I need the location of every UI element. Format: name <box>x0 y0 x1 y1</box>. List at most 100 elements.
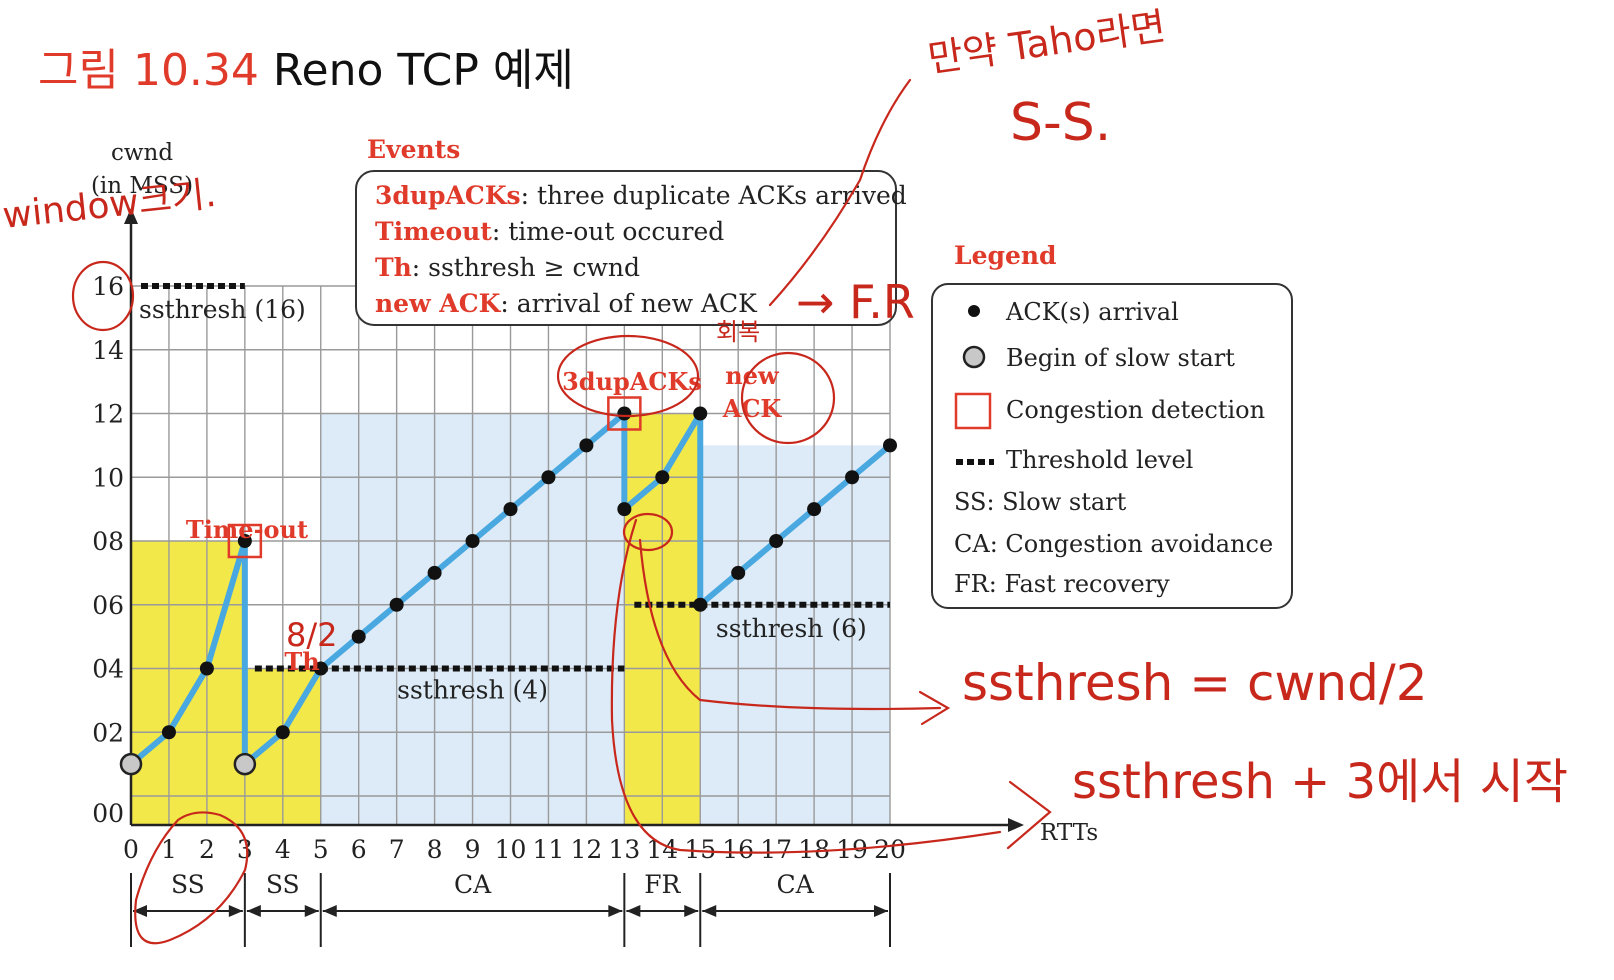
y-tick-labels: 00 02 04 06 08 10 12 14 16 <box>92 272 124 828</box>
x-tick-11: 11 <box>533 835 565 864</box>
ack-point-15 <box>693 406 708 421</box>
region-ss-0 <box>131 541 245 825</box>
circle-new-ack <box>740 351 836 445</box>
x-tick-12: 12 <box>570 835 602 864</box>
phase-arrow-right-3 <box>684 905 699 917</box>
phase-arrow-left-1 <box>246 905 261 917</box>
phase-arrow-left-2 <box>322 905 337 917</box>
note-ss: S-S. <box>1010 93 1111 153</box>
event-term-1: Timeout <box>375 217 492 246</box>
y-axis-label: cwnd <box>111 140 173 166</box>
phase-label-3: FR <box>644 870 681 899</box>
phase-arrow-left-0 <box>133 905 147 917</box>
phase-label-0: SS <box>171 870 205 899</box>
congestion-marker-0 <box>227 523 263 559</box>
legend-frame <box>931 283 1293 609</box>
event-desc-1: : time-out occured <box>492 217 724 246</box>
y-tick-16: 16 <box>92 272 124 301</box>
legend-congestion-square <box>954 392 992 430</box>
event-desc-3: : arrival of new ACK <box>500 289 758 318</box>
events-frame <box>355 170 897 326</box>
x-tick-3: 3 <box>237 835 253 864</box>
x-tick-16: 16 <box>722 835 754 864</box>
event-term-0: 3dupACKs <box>375 181 521 210</box>
ack-point-21 <box>883 438 897 453</box>
figure-number: 그림 10.34 <box>38 45 259 96</box>
x-tick-20: 20 <box>874 835 906 864</box>
ack-point-19 <box>807 502 822 517</box>
x-tick-10: 10 <box>495 835 527 864</box>
x-tick-13: 13 <box>608 835 640 864</box>
events-list: 3dupACKs: three duplicate ACKs arrived Ti… <box>375 181 907 318</box>
y-tick-08: 08 <box>92 527 124 556</box>
phase-arrow-right-4 <box>874 905 888 917</box>
ack-point-14 <box>655 470 670 485</box>
legend-slowstart-dot <box>962 345 986 369</box>
y-tick-02: 02 <box>92 718 124 747</box>
legend-item-fr: FR: Fast recovery <box>954 570 1170 598</box>
event-desc-2: : ssthresh ≥ cwnd <box>412 253 640 282</box>
ack-point-11 <box>579 438 594 453</box>
event-item-1: Timeout: time-out occured <box>375 217 724 246</box>
ack-point-6 <box>389 597 404 612</box>
x-tick-7: 7 <box>389 835 405 864</box>
events-box: Events 3dupACKs: three duplicate ACKs ar… <box>355 135 907 326</box>
ack-point-8 <box>465 534 480 548</box>
phase-arrow-right-1 <box>304 905 319 917</box>
legend-item-congestion: Congestion detection <box>1006 396 1265 424</box>
y-tick-12: 12 <box>92 400 124 429</box>
note-taho-pointer <box>768 78 912 307</box>
annotation-th: Th <box>284 647 319 676</box>
figure-title: Reno TCP 예제 <box>272 45 574 96</box>
y-axis-arrow <box>124 208 138 224</box>
note-long-curve <box>610 518 1002 854</box>
phase-label-1: SS <box>266 870 300 899</box>
annotation-ack: ACK <box>722 394 783 423</box>
slow-start-point-1 <box>233 752 257 776</box>
x-tick-labels: 0 1 2 3 4 5 6 7 8 9 10 11 12 13 14 15 16 17 18 19 20 <box>123 835 906 864</box>
event-item-0: 3dupACKs: three duplicate ACKs arrived <box>375 181 907 210</box>
circle-point-13 <box>622 512 674 552</box>
ack-point-1 <box>199 661 214 676</box>
x-axis-label: RTTs <box>1040 820 1098 846</box>
ack-point-7 <box>427 565 442 580</box>
phase-arrow-left-4 <box>702 905 717 917</box>
ack-point-12 <box>617 406 632 421</box>
x-tick-5: 5 <box>313 835 329 864</box>
ack-point-18 <box>769 534 784 548</box>
note-long-arrow <box>1006 780 1052 850</box>
ack-point-2 <box>237 534 252 548</box>
event-item-3: new ACK: arrival of new ACK <box>375 289 758 318</box>
axes: RTTs cwnd (in MSS) <box>91 140 1098 846</box>
legend-item-threshold: Threshold level <box>1006 446 1193 474</box>
phase-spans: SS SS CA FR CA <box>130 870 891 947</box>
y-tick-04: 04 <box>92 655 124 684</box>
chart-annotations: Time-out Th 3dupACKs new ACK <box>186 361 783 676</box>
annotation-new: new <box>725 361 780 390</box>
threshold-label-16: ssthresh (16) <box>139 295 306 324</box>
circle-16 <box>71 260 135 332</box>
ack-point-16 <box>693 597 708 612</box>
ack-point-3 <box>275 725 290 740</box>
x-tick-1: 1 <box>161 835 177 864</box>
slow-start-point-0 <box>119 752 143 776</box>
legend-item-ss: SS: Slow start <box>954 488 1127 516</box>
region-ca-4 <box>700 445 890 825</box>
phase-arrow-right-2 <box>608 905 623 917</box>
ack-point-5 <box>351 629 366 644</box>
cwnd-segment-0 <box>128 538 248 768</box>
grid-lines <box>131 285 891 825</box>
event-term-3: new ACK <box>375 289 502 318</box>
y-tick-10: 10 <box>92 463 124 492</box>
phase-label-2: CA <box>454 870 492 899</box>
event-desc-0: : three duplicate ACKs arrived <box>521 181 907 210</box>
cwnd-series <box>128 410 893 768</box>
threshold-label-4: ssthresh (4) <box>397 676 548 705</box>
note-taho: 만약 Taho라면 <box>925 4 1168 81</box>
annotation-3dupacks: 3dupACKs <box>562 367 702 396</box>
legend-item-ca: CA: Congestion avoidance <box>954 530 1273 558</box>
x-tick-8: 8 <box>427 835 443 864</box>
legend-item-ack: ACK(s) arrival <box>1005 298 1179 326</box>
note-fr: → F.R <box>796 275 915 329</box>
note-formula-2: ssthresh + 3에서 시작 <box>1072 754 1568 810</box>
